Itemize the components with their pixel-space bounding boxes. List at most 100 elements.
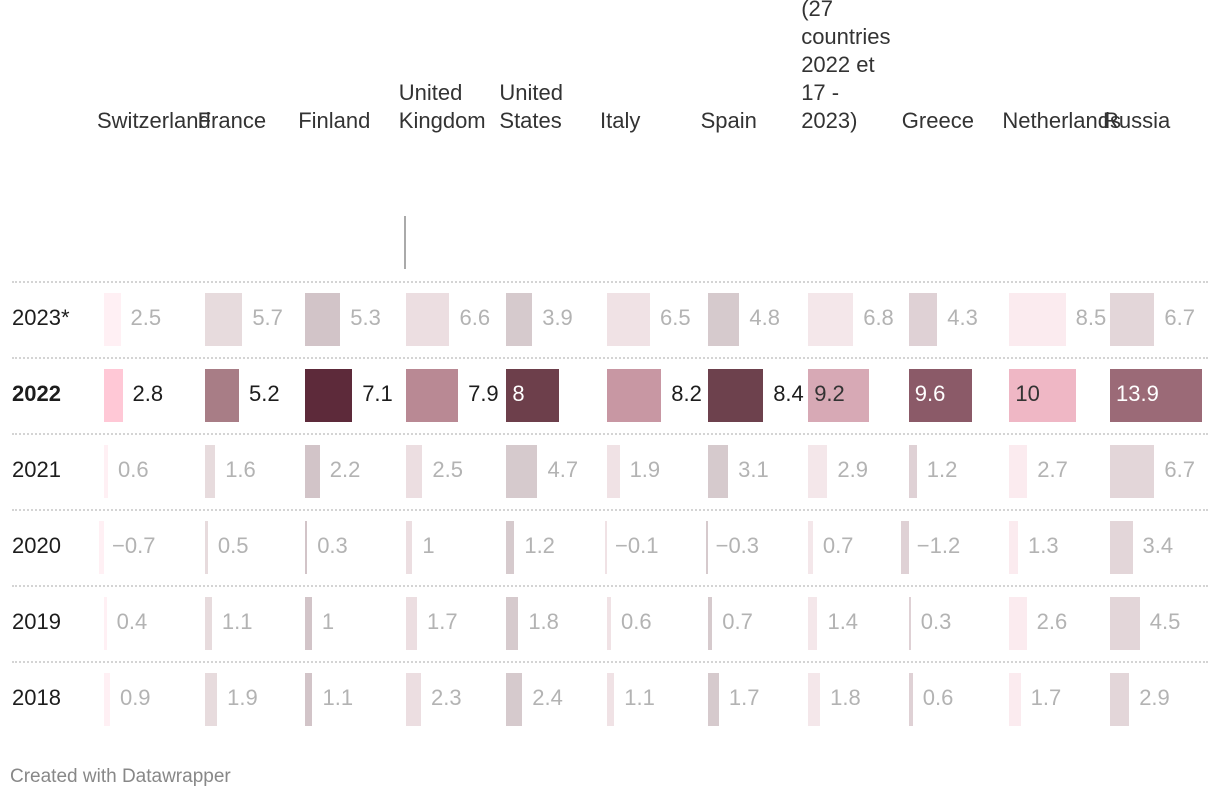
- value-bar[interactable]: [605, 521, 607, 574]
- value-bar[interactable]: [305, 369, 353, 422]
- value-bar[interactable]: [204, 521, 208, 574]
- value-label: 6.6: [459, 305, 491, 330]
- value-label: 7.9: [468, 381, 499, 406]
- value-bar[interactable]: [305, 597, 312, 650]
- value-label: 1.7: [728, 685, 760, 710]
- value-bar[interactable]: [405, 445, 423, 498]
- value-bar[interactable]: [104, 369, 123, 422]
- value-bar[interactable]: [1009, 597, 1027, 650]
- value-label: 2.2: [329, 457, 361, 482]
- value-bar[interactable]: [1009, 445, 1028, 498]
- value-bar[interactable]: [204, 673, 218, 726]
- value-bar[interactable]: [707, 293, 740, 346]
- value-bar[interactable]: [1110, 521, 1133, 574]
- value-bar[interactable]: [305, 293, 341, 346]
- value-bar[interactable]: [808, 293, 854, 346]
- value-bar[interactable]: [506, 445, 538, 498]
- value-bar[interactable]: [1110, 597, 1140, 650]
- value-bar[interactable]: [405, 293, 450, 346]
- value-label: 8.4: [773, 381, 804, 406]
- credit[interactable]: Created with Datawrapper: [10, 766, 231, 787]
- column-header: France: [197, 108, 267, 133]
- year-label: 2023*: [12, 305, 70, 330]
- value-bar[interactable]: [204, 597, 212, 650]
- value-bar[interactable]: [607, 597, 611, 650]
- value-bar[interactable]: [104, 293, 121, 346]
- value-bar[interactable]: [707, 369, 764, 422]
- value-bar[interactable]: [204, 369, 239, 422]
- value-bar[interactable]: [1009, 673, 1021, 726]
- value-bar[interactable]: [808, 445, 828, 498]
- value-label: 13.9: [1116, 381, 1159, 406]
- value-bar[interactable]: [707, 597, 713, 650]
- value-bar[interactable]: [908, 673, 913, 726]
- value-label: 1.8: [528, 609, 559, 634]
- value-bar[interactable]: [104, 673, 110, 726]
- value-bar[interactable]: [305, 521, 308, 574]
- value-bar[interactable]: [405, 369, 459, 422]
- value-bar[interactable]: [405, 521, 413, 574]
- value-bar[interactable]: [1110, 673, 1130, 726]
- year-label: 2021: [12, 457, 61, 482]
- value-label: 4.8: [749, 305, 780, 330]
- value-bar[interactable]: [808, 369, 870, 422]
- value-bar[interactable]: [506, 521, 515, 574]
- value-bar[interactable]: [607, 673, 615, 726]
- value-bar[interactable]: [506, 673, 523, 726]
- value-bar[interactable]: [1110, 293, 1155, 346]
- value-bar[interactable]: [607, 369, 662, 422]
- value-bar[interactable]: [405, 597, 418, 650]
- value-bar[interactable]: [1009, 293, 1066, 346]
- column-header: Finland: [298, 108, 371, 133]
- value-label: 2.9: [837, 457, 868, 482]
- value-label: 3.1: [738, 457, 769, 482]
- value-bar[interactable]: [204, 445, 216, 498]
- value-bar[interactable]: [506, 369, 560, 422]
- row-separator: [12, 585, 1208, 587]
- value-bar[interactable]: [1110, 369, 1202, 422]
- value-bar[interactable]: [808, 521, 813, 574]
- value-bar[interactable]: [506, 293, 533, 346]
- value-bar[interactable]: [506, 597, 519, 650]
- value-label: 8.5: [1075, 305, 1107, 330]
- value-bar[interactable]: [99, 521, 104, 574]
- value-bar[interactable]: [305, 445, 320, 498]
- value-bar[interactable]: [204, 293, 243, 346]
- value-label: 3.9: [542, 305, 573, 330]
- value-bar[interactable]: [707, 445, 729, 498]
- value-label: 1: [321, 609, 335, 634]
- column-header: United States: [499, 80, 563, 133]
- value-bar[interactable]: [1009, 521, 1018, 574]
- value-label: 0.6: [922, 685, 954, 710]
- value-bar[interactable]: [707, 673, 719, 726]
- value-bar[interactable]: [908, 597, 911, 650]
- value-label: 1.1: [624, 685, 655, 710]
- value-bar[interactable]: [607, 445, 620, 498]
- value-label: 3.4: [1142, 533, 1174, 558]
- value-label: 1.9: [227, 685, 258, 710]
- value-bar[interactable]: [305, 673, 313, 726]
- value-label: 10: [1015, 381, 1040, 406]
- value-label: 1.7: [427, 609, 458, 634]
- value-bar[interactable]: [1009, 369, 1076, 422]
- value-bar[interactable]: [808, 673, 821, 726]
- value-label: −0.3: [715, 533, 760, 558]
- column-header: Greece: [901, 108, 974, 133]
- value-label: 0.7: [822, 533, 854, 558]
- value-label: −1.2: [916, 533, 961, 558]
- value-label: 0.7: [722, 609, 753, 634]
- value-label: −0.7: [112, 533, 156, 558]
- value-bar[interactable]: [104, 445, 108, 498]
- value-bar[interactable]: [405, 673, 422, 726]
- value-bar[interactable]: [908, 369, 973, 422]
- value-bar[interactable]: [900, 521, 909, 574]
- value-bar[interactable]: [908, 293, 938, 346]
- column-header: European Union (27 countries 2022 et 17 …: [801, 0, 891, 133]
- value-bar[interactable]: [104, 597, 107, 650]
- value-bar[interactable]: [607, 293, 651, 346]
- value-label: 4.5: [1149, 609, 1181, 634]
- value-bar[interactable]: [808, 597, 818, 650]
- value-bar[interactable]: [908, 445, 917, 498]
- value-bar[interactable]: [1110, 445, 1155, 498]
- value-bar[interactable]: [705, 521, 708, 574]
